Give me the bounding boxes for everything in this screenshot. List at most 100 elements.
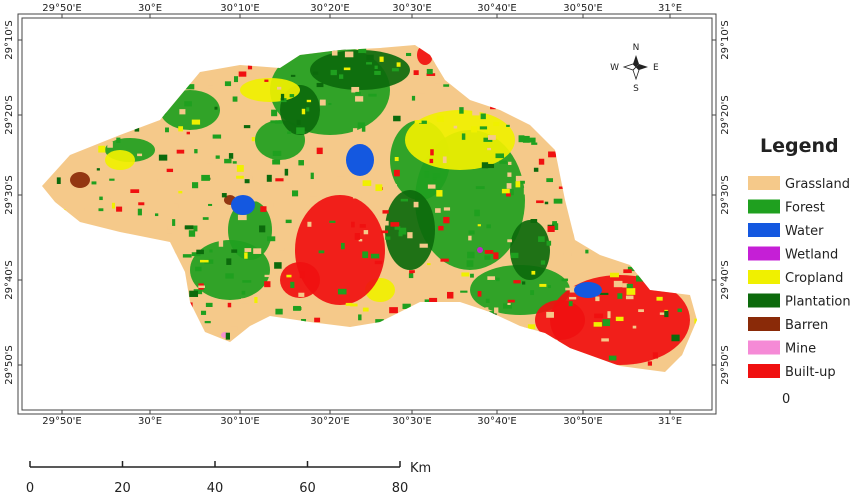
- cover-speck: [593, 127, 599, 131]
- cover-speck: [77, 129, 84, 135]
- cover-speck: [81, 327, 89, 334]
- cover-speck: [546, 311, 554, 318]
- cover-speck: [193, 225, 198, 232]
- cover-speck: [366, 62, 372, 65]
- cover-speck: [199, 259, 209, 263]
- water-body: [574, 282, 602, 298]
- lon-label-top: 31°E: [658, 3, 682, 14]
- map-frame-outer: [17, 13, 717, 415]
- cover-speck: [254, 297, 258, 304]
- cover-speck: [604, 159, 613, 165]
- lon-label-bottom: 30°40'E: [477, 416, 517, 427]
- cover-speck: [256, 60, 266, 65]
- cover-speck: [467, 251, 475, 259]
- cover-speck: [343, 67, 351, 71]
- lon-label-bottom: 30°E: [138, 416, 162, 427]
- cover-speck: [205, 302, 213, 307]
- cover-patch: [310, 50, 410, 90]
- cover-speck: [506, 192, 511, 197]
- cover-speck: [62, 227, 69, 233]
- cover-speck: [408, 273, 417, 279]
- cover-speck: [665, 153, 673, 160]
- cover-speck: [290, 281, 295, 289]
- cover-speck: [584, 61, 589, 68]
- cover-speck: [607, 311, 611, 319]
- cover-speck: [176, 284, 180, 289]
- cover-speck: [236, 165, 244, 172]
- lat-label-left: 29°50'S: [4, 345, 15, 385]
- cover-speck: [479, 126, 488, 130]
- cover-patch: [417, 45, 433, 65]
- cover-speck: [105, 302, 111, 309]
- cover-speck: [639, 163, 643, 171]
- cover-speck: [679, 350, 687, 357]
- cover-speck: [65, 108, 70, 113]
- cover-speck: [110, 88, 119, 94]
- cover-speck: [511, 110, 519, 114]
- cover-speck: [569, 286, 577, 293]
- cover-speck: [466, 260, 474, 267]
- cover-speck: [98, 145, 106, 153]
- water-body: [346, 144, 374, 176]
- cover-speck: [267, 236, 276, 242]
- cover-speck: [146, 341, 153, 344]
- scale-label: 40: [207, 481, 224, 494]
- cover-speck: [443, 84, 450, 87]
- cover-speck: [695, 229, 697, 236]
- cover-speck: [99, 60, 107, 66]
- cover-speck: [652, 352, 658, 359]
- cover-speck: [604, 219, 610, 226]
- cover-speck: [87, 236, 92, 243]
- cover-speck: [418, 325, 425, 332]
- cover-speck: [471, 47, 477, 52]
- cover-speck: [251, 347, 256, 350]
- cover-speck: [418, 319, 428, 322]
- cover-speck: [335, 330, 340, 333]
- north-arrow: N S W E: [610, 43, 659, 94]
- cover-speck: [244, 179, 250, 184]
- cover-speck: [568, 301, 573, 307]
- cover-speck: [309, 189, 318, 197]
- cover-speck: [182, 254, 192, 258]
- cover-speck: [340, 242, 345, 250]
- cover-speck: [329, 220, 336, 223]
- cover-speck: [60, 118, 64, 124]
- cover-speck: [136, 292, 141, 298]
- cover-speck: [434, 79, 443, 84]
- cover-speck: [67, 86, 75, 90]
- cover-speck: [429, 158, 434, 164]
- cover-speck: [206, 159, 213, 164]
- cover-speck: [440, 262, 446, 269]
- cover-speck: [111, 202, 116, 209]
- cover-speck: [389, 307, 398, 314]
- cover-patch: [160, 90, 220, 130]
- cover-speck: [659, 312, 665, 315]
- lat-label-right: 29°20'S: [720, 95, 731, 135]
- cover-speck: [438, 225, 444, 231]
- cover-speck: [345, 302, 353, 306]
- cover-speck: [391, 68, 399, 72]
- cover-speck: [318, 250, 325, 254]
- lat-label-left: 29°30'S: [4, 175, 15, 215]
- cover-speck: [477, 224, 481, 227]
- cover-speck: [165, 127, 169, 133]
- cover-speck: [299, 271, 305, 279]
- cover-speck: [599, 292, 609, 295]
- cover-speck: [117, 189, 125, 195]
- cover-speck: [442, 374, 446, 376]
- cover-speck: [354, 233, 360, 240]
- cover-speck: [77, 264, 86, 270]
- cover-speck: [224, 158, 232, 164]
- cover-speck: [236, 175, 244, 179]
- cover-patch: [70, 172, 90, 188]
- cover-speck: [146, 76, 152, 81]
- cover-speck: [432, 173, 441, 179]
- cover-speck: [400, 337, 406, 344]
- cover-speck: [366, 54, 374, 61]
- cover-speck: [446, 291, 454, 299]
- cover-speck: [625, 295, 634, 300]
- cover-speck: [477, 291, 482, 297]
- cover-speck: [443, 349, 450, 355]
- cover-speck: [241, 366, 245, 369]
- cover-speck: [71, 279, 77, 287]
